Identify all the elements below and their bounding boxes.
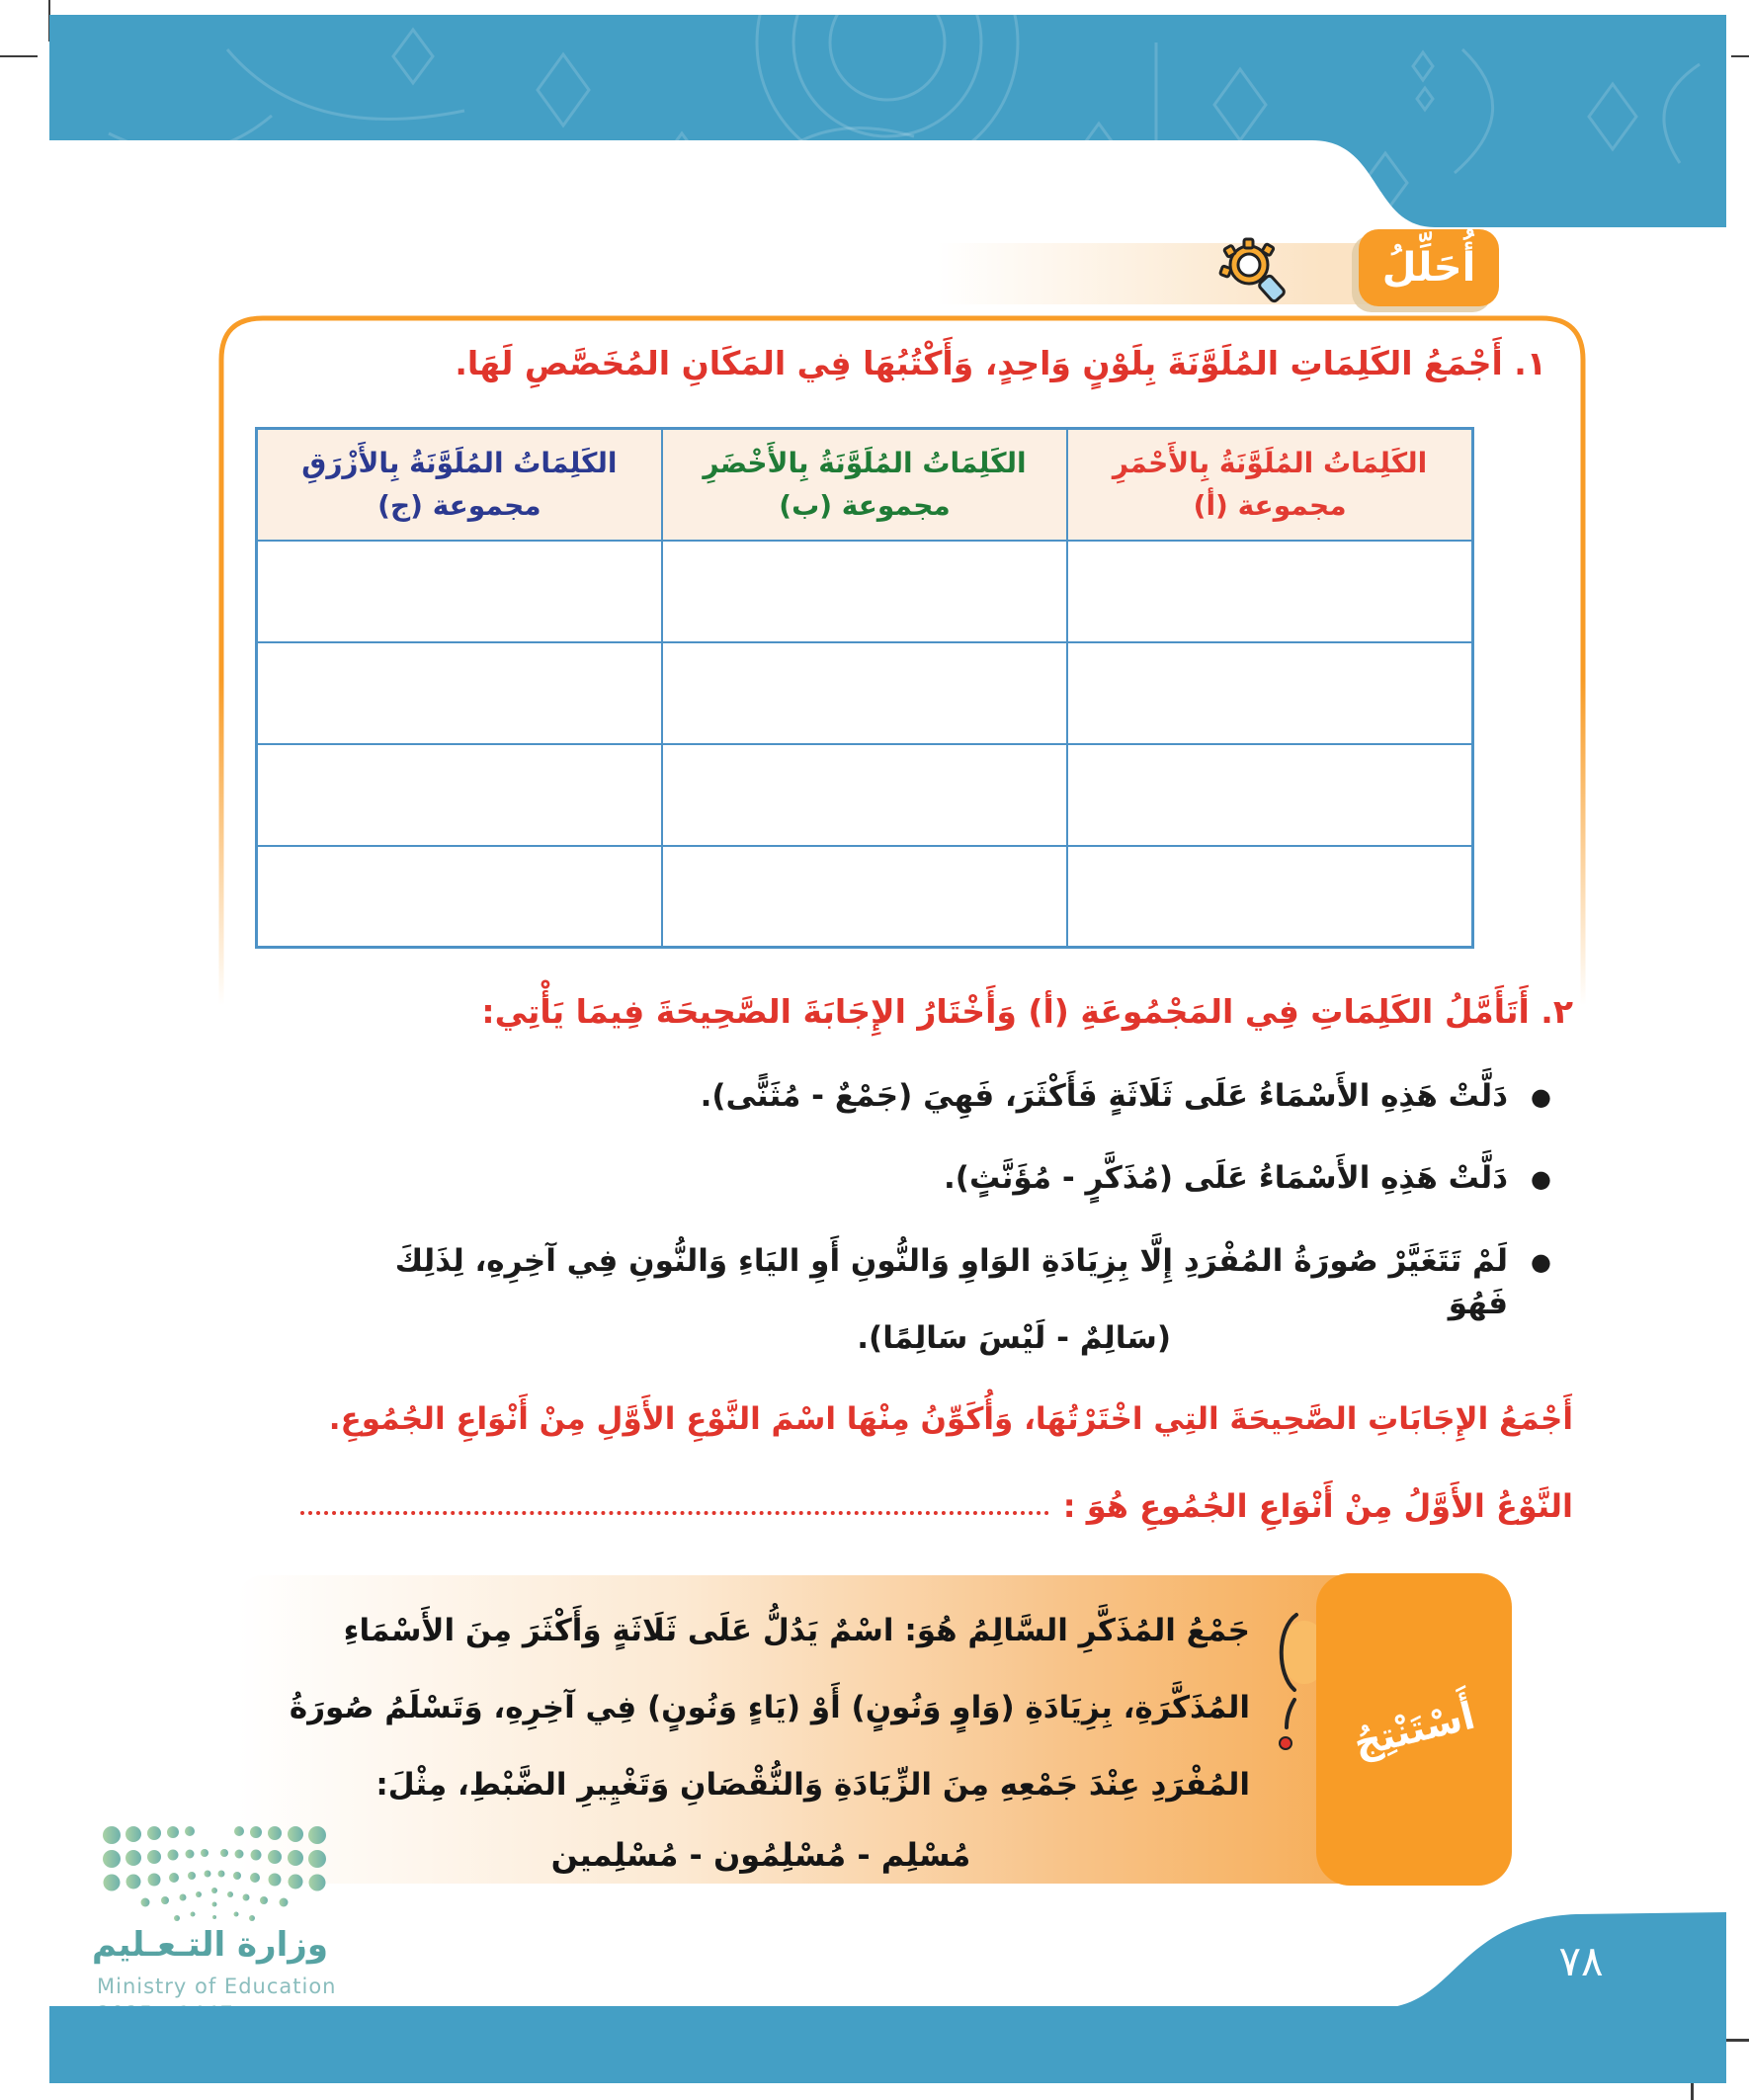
answer-cell[interactable] xyxy=(1066,844,1474,949)
choice-list: دَلَّتْ هَذِهِ الأَسْمَاءُ عَلَى ثَلَاثَ… xyxy=(336,1075,1551,1326)
section-label-text: أُحَلِّلُ xyxy=(1381,245,1476,291)
page-number: ٧٨ xyxy=(1558,1937,1604,1985)
conclusion-tab: أَسْتَنْتِجُ xyxy=(1316,1573,1512,1886)
answer-cell[interactable] xyxy=(660,539,1069,643)
answer-cell[interactable] xyxy=(255,844,663,949)
conclusion-line: المُذَكَّرَةِ، بِزِيَادَةِ (وَاوٍ وَنُون… xyxy=(289,1690,1250,1725)
section-label-strip xyxy=(937,243,1393,304)
gather-instruction: أَجْمَعُ الإِجَابَاتِ الصَّحِيحَةَ التِي… xyxy=(328,1401,1573,1437)
table-header-row: الكَلِمَاتُ المُلَوَّنَةُ بِالأَحْمَرِ م… xyxy=(255,427,1474,542)
column-header-red: الكَلِمَاتُ المُلَوَّنَةُ بِالأَحْمَرِ م… xyxy=(1066,427,1474,542)
answer-cell[interactable] xyxy=(1066,539,1474,643)
conclusion-text: جَمْعُ المُذَكَّرِ السَّالِمُ هُوَ: اسْم… xyxy=(272,1605,1250,1874)
bullet-item: دَلَّتْ هَذِهِ الأَسْمَاءُ عَلَى (مُذَكَ… xyxy=(336,1157,1551,1200)
conclusion-line: المُفْرَدِ عِنْدَ جَمْعِهِ مِنَ الزِّيَا… xyxy=(375,1767,1250,1803)
answer-blank[interactable] xyxy=(300,1479,1049,1515)
header-band-pattern xyxy=(49,15,1726,227)
bullet-item: دَلَّتْ هَذِهِ الأَسْمَاءُ عَلَى ثَلَاثَ… xyxy=(336,1075,1551,1118)
answer-cell[interactable] xyxy=(1066,640,1474,745)
word-sorting-table: الكَلِمَاتُ المُلَوَّنَةُ بِالأَحْمَرِ م… xyxy=(255,427,1474,949)
answer-cell[interactable] xyxy=(255,539,663,643)
column-group: مجموعة (ج) xyxy=(377,489,541,523)
answer-cell[interactable] xyxy=(255,640,663,745)
fill-in-label: النَّوْعُ الأَوَّلُ مِنْ أَنْوَاعِ الجُم… xyxy=(1062,1487,1573,1525)
column-title: الكَلِمَاتُ المُلَوَّنَةُ بِالأَحْمَرِ xyxy=(1112,447,1428,480)
crop-mark xyxy=(1713,2039,1749,2042)
column-title: الكَلِمَاتُ المُلَوَّنَةُ بِالأَخْضَرِ xyxy=(703,447,1027,480)
answer-cell[interactable] xyxy=(1066,742,1474,847)
fill-in-line: النَّوْعُ الأَوَّلُ مِنْ أَنْوَاعِ الجُم… xyxy=(296,1479,1573,1525)
ministry-logo xyxy=(103,1826,326,1921)
answer-cell[interactable] xyxy=(660,742,1069,847)
answer-cell[interactable] xyxy=(255,742,663,847)
column-group: مجموعة (أ) xyxy=(1193,489,1347,523)
bullet-item: لَمْ تَتَغَيَّرْ صُورَةُ المُفْرَدِ إِلَ… xyxy=(336,1240,1551,1326)
activity-frame xyxy=(218,315,1586,1042)
conclusion-box xyxy=(237,1575,1413,1884)
answer-cell[interactable] xyxy=(660,640,1069,745)
table-row xyxy=(255,742,1474,847)
table-row xyxy=(255,539,1474,643)
crop-mark xyxy=(1691,2083,1694,2100)
footer-curve xyxy=(1383,1912,1726,2008)
column-header-blue: الكَلِمَاتُ المُلَوَّنَةُ بِالأَزْرَقِ م… xyxy=(255,427,663,542)
column-group: مجموعة (ب) xyxy=(779,489,951,523)
footer-bar xyxy=(49,2006,1726,2083)
crop-mark xyxy=(1731,55,1749,57)
column-title: الكَلِمَاتُ المُلَوَّنَةُ بِالأَزْرَقِ xyxy=(301,447,618,480)
answer-cell[interactable] xyxy=(660,844,1069,949)
instruction-2: ٢. أَتَأَمَّلُ الكَلِمَاتِ فِي المَجْمُو… xyxy=(481,992,1573,1031)
ministry-name-english: Ministry of Education xyxy=(97,1974,337,1998)
ministry-name-arabic: وزارة التـعـليم xyxy=(92,1925,328,1965)
bullet-continuation: (سَالِمٌ - لَيْسَ سَالِمًا). xyxy=(857,1320,1171,1356)
table-row xyxy=(255,640,1474,745)
instruction-1: ١. أَجْمَعُ الكَلِمَاتِ المُلَوَّنَةَ بِ… xyxy=(455,344,1546,382)
crop-mark xyxy=(0,55,38,57)
table-row xyxy=(255,844,1474,949)
conclusion-tab-label: أَسْتَنْتِجُ xyxy=(1349,1693,1479,1766)
conclusion-line: جَمْعُ المُذَكَّرِ السَّالِمُ هُوَ: اسْم… xyxy=(343,1613,1250,1648)
section-label: أُحَلِّلُ xyxy=(1359,229,1499,306)
magnifier-gear-icon xyxy=(1218,237,1286,303)
column-header-green: الكَلِمَاتُ المُلَوَّنَةُ بِالأَخْضَرِ م… xyxy=(660,427,1069,542)
conclusion-example: مُسْلِم - مُسْلِمُون - مُسْلِمين xyxy=(550,1836,971,1874)
